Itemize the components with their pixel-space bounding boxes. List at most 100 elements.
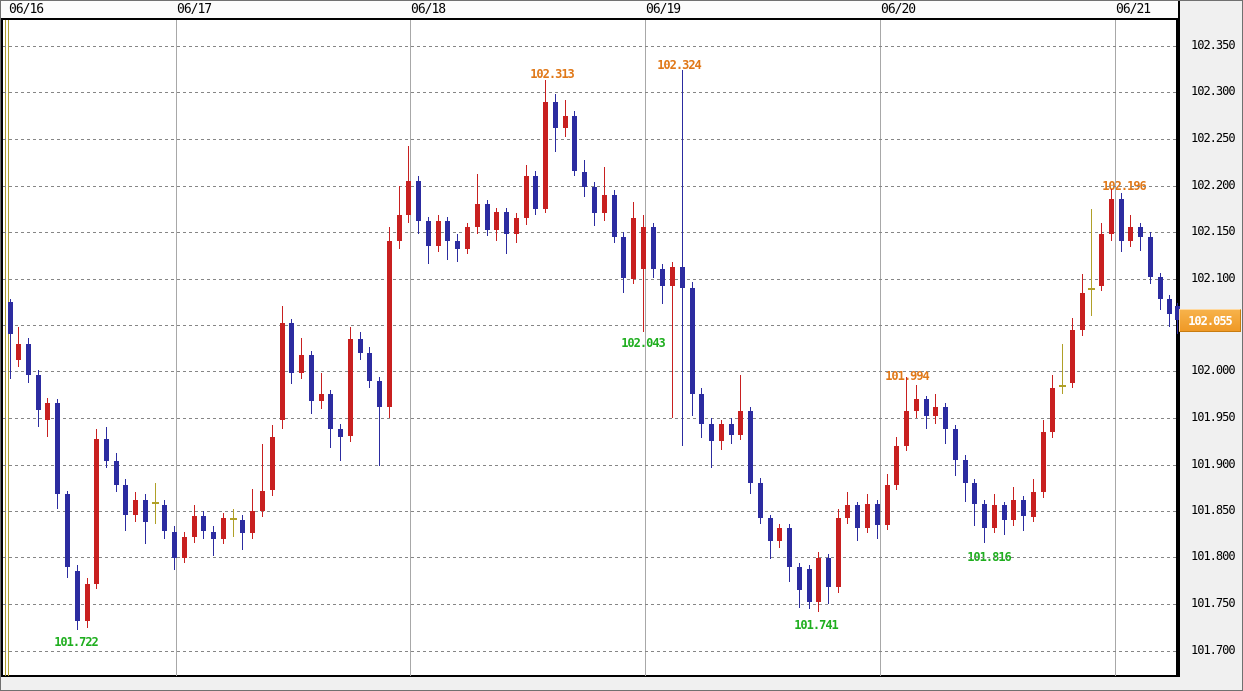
candle-body (1167, 299, 1172, 314)
candle-body (992, 505, 997, 528)
candle-body (680, 267, 685, 288)
candle-body (426, 220, 431, 246)
candle-body (55, 403, 60, 495)
plot-area[interactable] (1, 18, 1178, 677)
swing-high-annotation: 102.313 (530, 67, 575, 81)
candle-wick (1140, 222, 1141, 251)
candle-body (885, 485, 890, 525)
candle-body (699, 393, 704, 424)
candle-body (855, 505, 860, 528)
candle-body (1080, 292, 1085, 330)
candle-wick (604, 166, 605, 221)
candle-body (729, 423, 734, 435)
price-axis-label: 101.950 (1191, 410, 1236, 424)
candle-body (211, 531, 216, 539)
candle-body (914, 399, 919, 411)
price-axis-label: 101.900 (1191, 457, 1236, 471)
candle-body (953, 429, 958, 460)
candle-body (319, 393, 324, 402)
swing-low-annotation: 101.741 (794, 618, 839, 632)
candle-wick (1091, 208, 1092, 316)
candle-body (972, 483, 977, 504)
horizontal-gridline (3, 46, 1178, 47)
candle-body (748, 410, 753, 484)
candle-body (1002, 505, 1007, 521)
candle-body (75, 570, 80, 621)
candle-body (1099, 233, 1104, 286)
candle-body (982, 503, 987, 528)
candle-body (45, 403, 50, 420)
swing-high-annotation: 101.994 (885, 369, 930, 383)
candle-body (768, 518, 773, 541)
price-axis-label: 101.700 (1191, 643, 1236, 657)
candle-body (631, 218, 636, 279)
candle-wick (340, 423, 341, 461)
candle-body (504, 211, 509, 234)
horizontal-gridline (3, 186, 1178, 187)
candle-body (494, 211, 499, 231)
candle-body (543, 101, 548, 209)
candle-body (338, 429, 343, 437)
candle-body (250, 511, 255, 534)
price-axis-label: 102.350 (1191, 38, 1236, 52)
candle-body (875, 503, 880, 525)
candle-body (1128, 227, 1133, 242)
candle-body (963, 459, 968, 484)
candle-body (553, 101, 558, 128)
candle-body (172, 531, 177, 558)
candle-body (865, 503, 870, 528)
candle-body (1175, 306, 1180, 321)
candle-wick (643, 215, 644, 332)
horizontal-gridline (3, 325, 1178, 326)
candle-body (1011, 499, 1016, 521)
candle-body (358, 338, 363, 353)
date-axis: 06/16 06/17 06/18 06/19 06/20 06/21 (1, 1, 1181, 18)
candle-body (943, 406, 948, 430)
candle-body (123, 485, 128, 515)
candle-body (1148, 236, 1153, 277)
candle-body (114, 460, 119, 485)
candle-body (826, 557, 831, 588)
candle-body (16, 343, 21, 361)
price-axis-label: 102.300 (1191, 84, 1236, 98)
session-start-line (8, 20, 9, 676)
current-price-badge: 102.055 (1179, 309, 1241, 332)
candle-wick (379, 377, 380, 467)
date-label: 06/19 (646, 2, 681, 17)
candle-body (807, 568, 812, 603)
candle-body (1021, 499, 1026, 517)
date-label: 06/17 (177, 2, 212, 17)
day-separator-line (410, 20, 411, 676)
candle-wick (711, 418, 712, 469)
doji-cross-bar (1088, 287, 1095, 290)
candle-body (709, 423, 714, 442)
doji-cross-bar (152, 501, 159, 504)
candle-body (572, 115, 577, 172)
candle-body (162, 505, 167, 532)
price-axis-label: 102.200 (1191, 178, 1236, 192)
candle-body (845, 505, 850, 519)
swing-low-annotation: 102.043 (621, 336, 666, 350)
horizontal-gridline (3, 139, 1178, 140)
candle-wick (477, 174, 478, 234)
candle-body (836, 518, 841, 588)
candle-body (904, 410, 909, 446)
candle-body (309, 354, 314, 402)
horizontal-gridline (3, 371, 1178, 372)
candle-body (270, 436, 275, 491)
candle-body (260, 490, 265, 511)
price-axis-label: 102.000 (1191, 363, 1236, 377)
price-axis-label: 101.850 (1191, 503, 1236, 517)
candle-wick (672, 261, 673, 418)
horizontal-gridline (3, 418, 1178, 419)
candle-body (777, 527, 782, 541)
candle-body (1031, 492, 1036, 517)
price-axis-label: 102.100 (1191, 271, 1236, 285)
candle-body (445, 220, 450, 242)
candle-body (387, 241, 392, 407)
session-start-line (5, 20, 6, 676)
day-separator-line (645, 20, 646, 676)
candle-body (690, 287, 695, 394)
candle-body (397, 215, 402, 242)
candle-body (738, 410, 743, 435)
